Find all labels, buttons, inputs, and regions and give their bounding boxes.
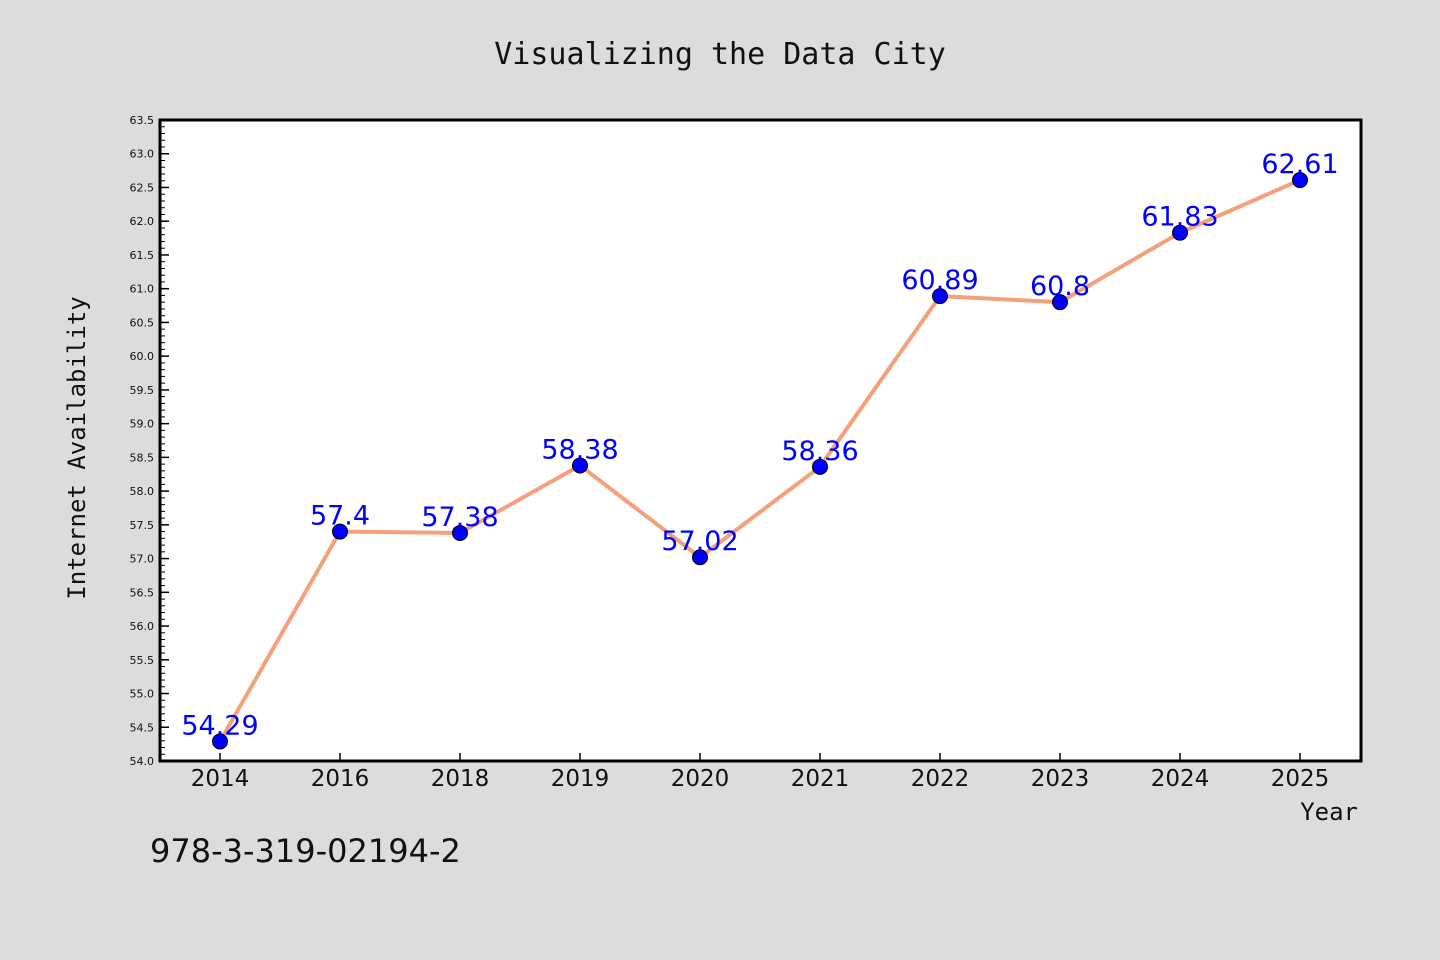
y-tick-label: 54.5 bbox=[130, 721, 155, 734]
y-tick-label: 62.0 bbox=[130, 215, 155, 228]
data-point bbox=[332, 523, 348, 540]
series-line bbox=[218, 178, 1302, 744]
data-label: 57.38 bbox=[421, 502, 498, 533]
isbn-caption: 978-3-319-02194-2 bbox=[150, 832, 461, 870]
x-tick-label: 2020 bbox=[671, 766, 730, 792]
x-tick-label: 2014 bbox=[191, 766, 250, 792]
data-label: 58.38 bbox=[541, 434, 618, 465]
data-point bbox=[932, 288, 948, 305]
y-tick-label: 60.0 bbox=[130, 350, 155, 363]
y-tick-label: 56.0 bbox=[130, 620, 155, 633]
data-label: 60.89 bbox=[901, 265, 978, 296]
plot-area bbox=[158, 118, 1363, 763]
data-point bbox=[1052, 294, 1068, 311]
data-label: 60.8 bbox=[1030, 271, 1090, 302]
y-tick-label: 59.5 bbox=[130, 384, 155, 397]
x-tick-label: 2022 bbox=[911, 766, 970, 792]
data-label: 54.29 bbox=[181, 710, 258, 741]
data-point bbox=[572, 457, 588, 474]
y-tick-label: 63.5 bbox=[130, 114, 155, 127]
y-axis-label: Internet Availability bbox=[63, 296, 91, 599]
y-tick-label: 61.0 bbox=[130, 283, 155, 296]
x-tick-label: 2016 bbox=[311, 766, 370, 792]
data-label: 57.02 bbox=[661, 526, 738, 557]
x-tick-label: 2023 bbox=[1031, 766, 1090, 792]
data-point bbox=[692, 549, 708, 566]
data-point bbox=[1172, 224, 1188, 241]
data-label: 58.36 bbox=[781, 436, 858, 467]
y-tick-label: 57.0 bbox=[130, 553, 155, 566]
y-tick-label: 56.5 bbox=[130, 586, 155, 599]
y-tick-label: 60.5 bbox=[130, 316, 155, 329]
x-axis: 2014 2016 2018 2019 2020 2021 2022 2023 2024 2025 bbox=[191, 753, 1330, 792]
data-label: 57.4 bbox=[310, 501, 370, 532]
x-tick-label: 2019 bbox=[551, 766, 610, 792]
x-tick-label: 2021 bbox=[791, 766, 850, 792]
y-tick-label: 55.5 bbox=[130, 654, 155, 667]
data-label: 62.61 bbox=[1261, 149, 1338, 180]
data-label: 61.83 bbox=[1141, 202, 1218, 233]
x-axis-label: Year bbox=[1300, 798, 1358, 826]
data-series bbox=[218, 178, 1302, 744]
y-tick-label: 54.0 bbox=[130, 755, 155, 768]
data-point bbox=[452, 524, 468, 541]
data-point bbox=[212, 733, 228, 750]
chart-title: Visualizing the Data City bbox=[494, 37, 946, 72]
data-point bbox=[1292, 172, 1308, 189]
y-tick-label: 58.5 bbox=[130, 451, 155, 464]
x-tick-label: 2024 bbox=[1151, 766, 1210, 792]
y-tick-label: 55.0 bbox=[130, 688, 155, 701]
y-tick-label: 62.5 bbox=[130, 181, 155, 194]
data-point bbox=[812, 458, 828, 475]
y-tick-label: 59.0 bbox=[130, 418, 155, 431]
y-tick-label: 63.0 bbox=[130, 148, 155, 161]
data-labels: 54.29 57.4 57.38 58.38 57.02 58.36 60.89 60.8 61… bbox=[181, 149, 1338, 741]
y-tick-label: 61.5 bbox=[130, 249, 155, 262]
y-axis: 54.0 54.5 55.0 55.5 56.0 56.5 57.0 57.5 58.0 58.5… bbox=[130, 114, 169, 768]
data-points bbox=[212, 172, 1308, 750]
x-tick-label: 2025 bbox=[1271, 766, 1330, 792]
y-tick-label: 57.5 bbox=[130, 519, 155, 532]
y-tick-label: 58.0 bbox=[130, 485, 155, 498]
x-tick-label: 2018 bbox=[431, 766, 490, 792]
